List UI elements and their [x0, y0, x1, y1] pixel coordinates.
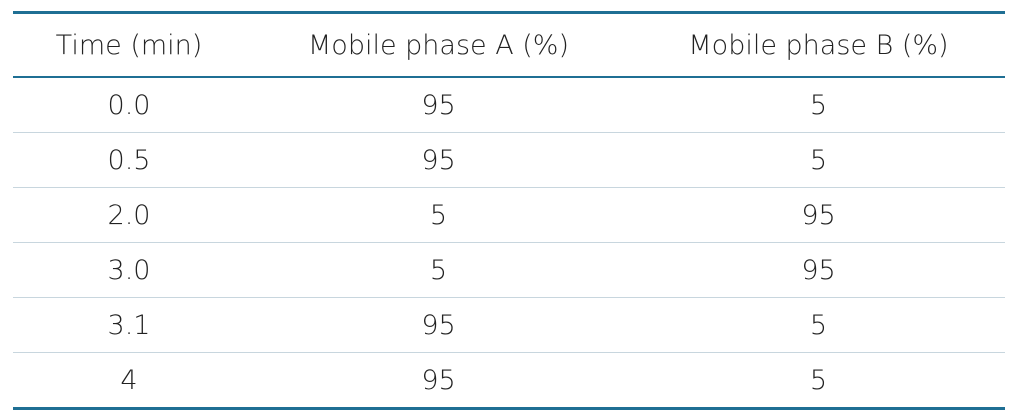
- table-row: 0.5 95 5: [13, 132, 1005, 188]
- header-row: Time (min) Mobile phase A (%) Mobile phase…: [13, 12, 1005, 77]
- gradient-table: Time (min) Mobile phase A (%) Mobile phase…: [13, 11, 1005, 410]
- table-body: 0.0 95 5 0.5 95 5 2.0 5 95 3.0 5 95 3.1 95 5 4 95 5: [13, 77, 1005, 409]
- table-wrapper: Time (min) Mobile phase A (%) Mobile phase…: [13, 11, 1005, 410]
- table-cell: 95: [421, 364, 456, 396]
- table-cell: 5: [809, 89, 828, 121]
- table-row: 3.0 5 95: [13, 242, 1005, 298]
- table-cell: 3.0: [107, 254, 151, 286]
- column-header: Mobile phase B (%): [688, 29, 949, 61]
- table-cell: 95: [801, 254, 836, 286]
- table-cell: 5: [429, 254, 448, 286]
- table-cell: 3.1: [107, 309, 151, 341]
- table-cell: 95: [801, 199, 836, 231]
- table-row: 3.1 95 5: [13, 297, 1005, 353]
- table-row: 0.0 95 5: [13, 77, 1005, 133]
- table-cell: 95: [421, 89, 456, 121]
- table-row: 4 95 5: [13, 352, 1005, 409]
- table-cell: 2.0: [107, 199, 151, 231]
- table-header: Time (min) Mobile phase A (%) Mobile phase…: [13, 12, 1005, 77]
- table-cell: 5: [809, 309, 828, 341]
- column-header: Mobile phase A (%): [308, 29, 569, 61]
- table-cell: 5: [429, 199, 448, 231]
- table-cell: 95: [421, 309, 456, 341]
- column-header: Time (min): [55, 29, 203, 61]
- table-row: 2.0 5 95: [13, 187, 1005, 243]
- table-cell: 5: [809, 364, 828, 396]
- table-cell: 5: [809, 144, 828, 176]
- table-cell: 95: [421, 144, 456, 176]
- table-cell: 0.5: [107, 144, 151, 176]
- table-cell: 0.0: [107, 89, 151, 121]
- table-cell: 4: [120, 364, 138, 396]
